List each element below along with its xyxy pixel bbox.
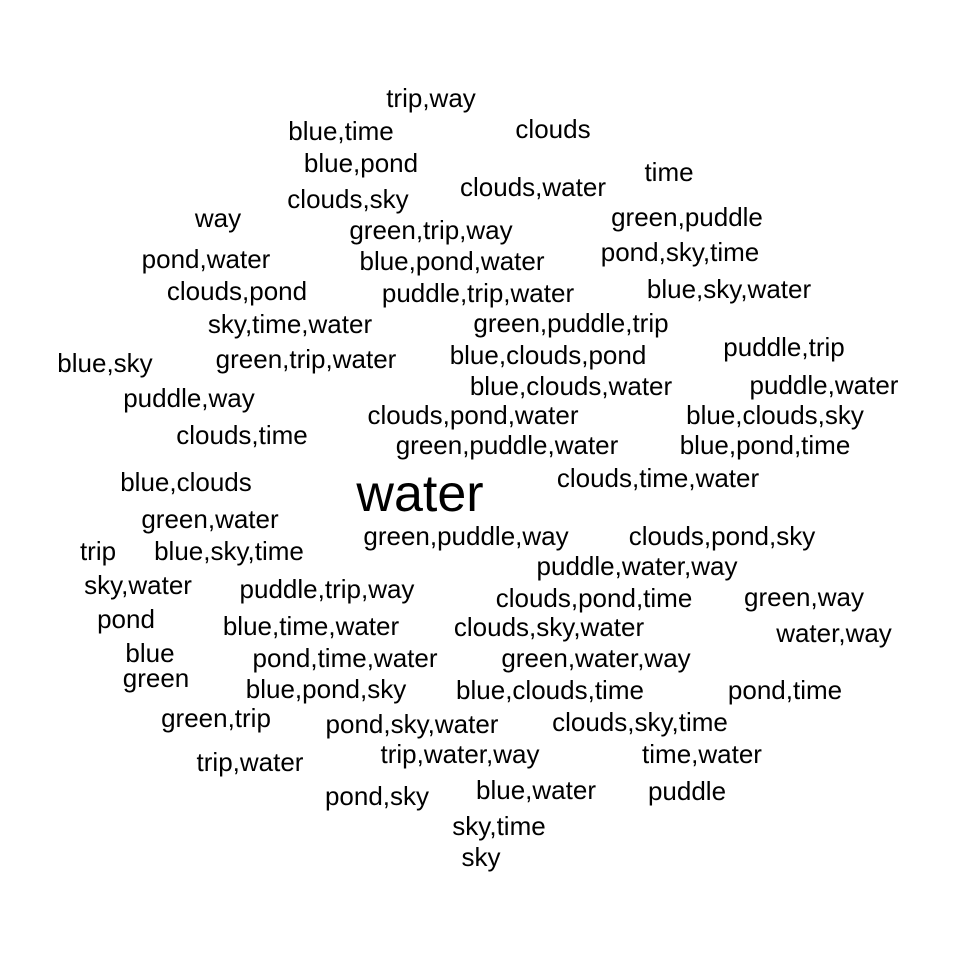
word-blue-pond: blue,pond bbox=[303, 148, 419, 178]
word-puddle: puddle bbox=[647, 776, 727, 806]
word-clouds-pond-time: clouds,pond,time bbox=[495, 583, 693, 613]
word-clouds: clouds bbox=[515, 114, 591, 144]
word-green-puddle: green,puddle bbox=[611, 202, 763, 232]
word-green-puddle-water: green,puddle,water bbox=[395, 430, 619, 460]
word-clouds-sky-time: clouds,sky,time bbox=[552, 707, 728, 737]
word-blue-time-water: blue,time,water bbox=[222, 611, 400, 641]
word-blue: blue bbox=[125, 638, 175, 668]
word-water-way: water,way bbox=[776, 618, 892, 648]
word-time-water: time,water bbox=[642, 739, 762, 769]
word-clouds-sky-water: clouds,sky,water bbox=[453, 612, 645, 642]
word-pond-time-water: pond,time,water bbox=[252, 643, 438, 673]
word-clouds-pond-water: clouds,pond,water bbox=[367, 400, 579, 430]
word-blue-pond-water: blue,pond,water bbox=[359, 246, 545, 276]
word-clouds-time-water: clouds,time,water bbox=[556, 463, 760, 493]
word-way: way bbox=[194, 203, 242, 233]
word-sky: sky bbox=[461, 842, 501, 872]
word-blue-sky: blue,sky bbox=[57, 348, 153, 378]
word-trip-way: trip,way bbox=[386, 83, 476, 113]
word-pond-water: pond,water bbox=[141, 244, 271, 274]
word-puddle-trip-way: puddle,trip,way bbox=[239, 574, 415, 604]
word-green-trip-water: green,trip,water bbox=[215, 344, 397, 374]
word-green-trip-way: green,trip,way bbox=[349, 215, 513, 245]
word-water: water bbox=[356, 465, 484, 523]
word-trip-water-way: trip,water,way bbox=[380, 739, 540, 769]
word-sky-water: sky,water bbox=[84, 570, 192, 600]
word-blue-clouds-pond: blue,clouds,pond bbox=[449, 340, 647, 370]
word-clouds-pond-sky: clouds,pond,sky bbox=[628, 521, 816, 551]
word-blue-clouds-water: blue,clouds,water bbox=[469, 371, 673, 401]
word-clouds-sky: clouds,sky bbox=[287, 184, 409, 214]
word-pond-time: pond,time bbox=[727, 675, 843, 705]
word-puddle-water: puddle,water bbox=[749, 370, 899, 400]
word-blue-pond-sky: blue,pond,sky bbox=[245, 674, 407, 704]
word-trip-water: trip,water bbox=[196, 747, 304, 777]
word-blue-pond-time: blue,pond,time bbox=[679, 430, 851, 460]
word-clouds-pond: clouds,pond bbox=[166, 276, 308, 306]
word-pond-sky-water: pond,sky,water bbox=[325, 709, 499, 739]
word-time: time bbox=[644, 157, 694, 187]
word-green-water-way: green,water,way bbox=[501, 643, 691, 673]
word-blue-clouds-sky: blue,clouds,sky bbox=[686, 400, 864, 430]
word-puddle-trip: puddle,trip bbox=[723, 332, 845, 362]
word-sky-time: sky,time bbox=[452, 811, 546, 841]
word-pond-sky-time: pond,sky,time bbox=[600, 237, 760, 267]
word-pond-sky: pond,sky bbox=[324, 781, 430, 811]
word-green-water: green,water bbox=[141, 504, 279, 534]
word-sky-time-water: sky,time,water bbox=[207, 309, 373, 339]
word-puddle-way: puddle,way bbox=[123, 383, 255, 413]
word-blue-water: blue,water bbox=[476, 775, 596, 805]
word-green-trip: green,trip bbox=[161, 703, 271, 733]
word-blue-sky-water: blue,sky,water bbox=[646, 274, 812, 304]
word-clouds-time: clouds,time bbox=[176, 420, 308, 450]
word-trip: trip bbox=[79, 536, 117, 566]
word-pond: pond bbox=[97, 604, 155, 634]
word-puddle-water-way: puddle,water,way bbox=[536, 551, 738, 581]
word-blue-clouds-time: blue,clouds,time bbox=[456, 675, 644, 705]
word-green: green bbox=[122, 663, 190, 693]
word-green-way: green,way bbox=[744, 582, 864, 612]
word-puddle-trip-water: puddle,trip,water bbox=[381, 278, 575, 308]
word-clouds-water: clouds,water bbox=[460, 172, 606, 202]
word-blue-time: blue,time bbox=[288, 116, 394, 146]
word-blue-clouds: blue,clouds bbox=[120, 467, 252, 497]
word-green-puddle-trip: green,puddle,trip bbox=[473, 308, 669, 338]
word-green-puddle-way: green,puddle,way bbox=[363, 521, 569, 551]
word-blue-sky-time: blue,sky,time bbox=[154, 536, 304, 566]
